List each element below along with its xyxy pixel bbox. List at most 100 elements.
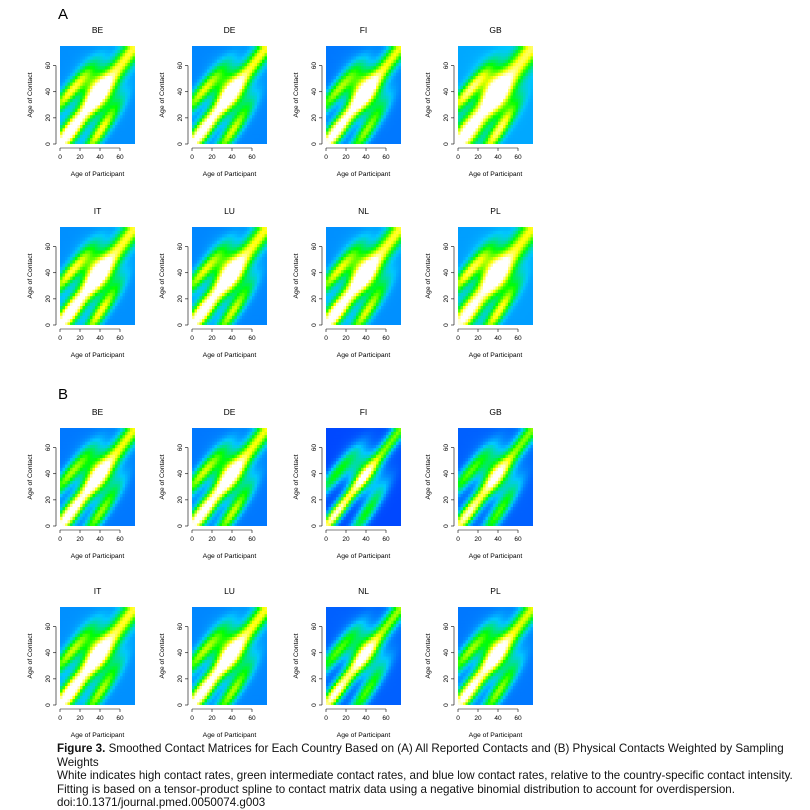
heatmap-cell: [249, 114, 253, 119]
heatmap-cell: [341, 49, 345, 54]
heatmap-cell: [368, 81, 372, 86]
heatmap-cell: [204, 68, 208, 73]
heatmap-cell: [102, 315, 106, 320]
heatmap-cell: [513, 88, 517, 93]
heatmap-cell: [70, 236, 74, 241]
heatmap-cell: [520, 85, 524, 90]
heatmap-cell: [95, 292, 99, 297]
heatmap-cell: [530, 137, 533, 142]
heatmap-cell: [508, 121, 512, 125]
heatmap-cell: [396, 114, 400, 119]
heatmap-cell: [100, 282, 104, 287]
heatmap-cell: [328, 68, 332, 73]
heatmap-cell: [60, 72, 64, 76]
heatmap-cell: [132, 285, 135, 290]
heatmap-cell: [247, 65, 251, 70]
heatmap-cell: [207, 121, 211, 125]
heatmap-cell: [378, 121, 382, 125]
heatmap-cell: [480, 91, 484, 96]
heatmap-cell: [259, 75, 263, 80]
heatmap-cell: [353, 91, 357, 96]
heatmap-cell: [262, 124, 266, 129]
heatmap-cell: [326, 81, 330, 86]
heatmap-cell: [376, 104, 380, 109]
heatmap-cell: [95, 91, 99, 96]
heatmap-cell: [242, 55, 246, 60]
heatmap-cell: [371, 55, 375, 60]
heatmap-cell: [209, 88, 213, 93]
heatmap-cell: [85, 236, 89, 241]
heatmap-cell: [493, 130, 497, 135]
heatmap-cell: [199, 55, 203, 60]
heatmap-cell: [383, 49, 387, 54]
heatmap-cell: [264, 108, 267, 112]
heatmap-cell: [346, 111, 350, 116]
heatmap-cell: [262, 137, 266, 142]
heatmap-cell: [77, 292, 81, 297]
heatmap-cell: [212, 292, 216, 297]
heatmap-cell: [125, 91, 129, 96]
heatmap-cell: [77, 259, 81, 264]
heatmap-cell: [525, 101, 529, 106]
heatmap-cell: [127, 91, 131, 96]
heatmap-cell: [480, 65, 484, 70]
heatmap-cell: [75, 256, 79, 261]
heatmap-cell: [90, 240, 94, 244]
heatmap-cell: [396, 55, 400, 60]
heatmap-cell: [117, 289, 121, 293]
heatmap-cell: [338, 78, 342, 83]
heatmap-cell: [110, 55, 114, 60]
heatmap-cell: [87, 68, 91, 73]
heatmap-cell: [110, 246, 114, 251]
heatmap-cell: [72, 95, 76, 99]
heatmap-cell: [488, 137, 492, 142]
heatmap-cell: [107, 259, 111, 264]
heatmap-cell: [490, 88, 494, 93]
x-axis: 0 20 40 60: [324, 147, 390, 161]
heatmap-cell: [207, 52, 211, 57]
heatmap-cell: [67, 55, 71, 60]
heatmap-cell: [388, 137, 392, 142]
heatmap-cell: [117, 95, 121, 99]
heatmap-cell: [214, 65, 218, 70]
heatmap-cell: [219, 111, 223, 116]
heatmap-cell: [130, 49, 134, 54]
heatmap-cell: [82, 302, 86, 306]
heatmap-cell: [358, 49, 362, 54]
heatmap-cell: [498, 49, 502, 54]
heatmap-cell: [530, 127, 533, 132]
heatmap-cell: [386, 137, 390, 142]
heatmap-cell: [204, 117, 208, 122]
heatmap-cell: [112, 111, 116, 116]
heatmap-cell: [122, 315, 126, 320]
heatmap-cell: [242, 117, 246, 122]
heatmap-cell: [120, 318, 124, 323]
heatmap-cell: [202, 259, 206, 264]
heatmap-cell: [207, 124, 211, 129]
heatmap-cell: [227, 95, 231, 99]
heatmap-cell: [209, 305, 213, 310]
heatmap-cell: [493, 111, 497, 116]
heatmap-cell: [77, 256, 81, 261]
heatmap-cell: [115, 49, 119, 54]
heatmap-cell: [130, 236, 134, 241]
heatmap-cell: [493, 59, 497, 63]
heatmap-cell: [217, 308, 221, 313]
heatmap-cell: [520, 95, 524, 99]
heatmap-cell: [192, 302, 196, 306]
heatmap-cell: [328, 104, 332, 109]
heatmap-cell: [381, 75, 385, 80]
heatmap-cell: [90, 55, 94, 60]
heatmap-cell: [341, 108, 345, 112]
heatmap-cell: [232, 137, 236, 142]
heatmap-cell: [244, 104, 248, 109]
heatmap-cell: [498, 68, 502, 73]
heatmap-cell: [391, 104, 395, 109]
heatmap-cell: [257, 130, 261, 135]
heatmap-cell: [90, 256, 94, 261]
heatmap-cell: [100, 46, 104, 50]
heatmap-cell: [237, 140, 241, 144]
heatmap-cell: [97, 262, 101, 267]
heatmap-cell: [523, 114, 527, 119]
heatmap-cell: [209, 308, 213, 313]
